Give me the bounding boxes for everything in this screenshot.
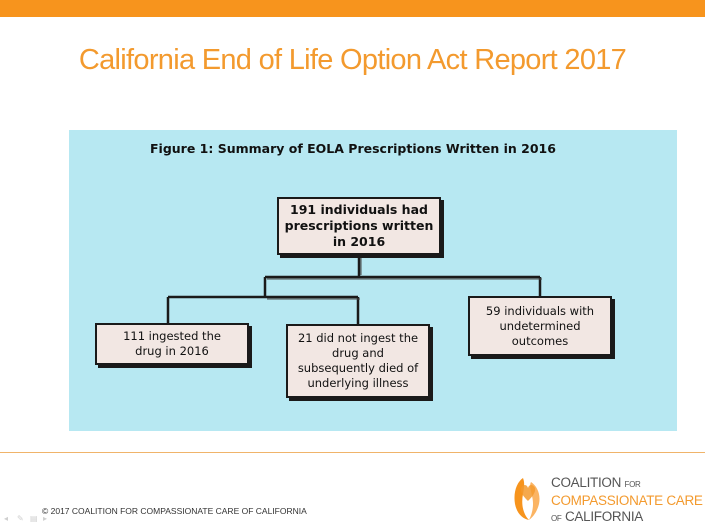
node-line: drug and (332, 346, 384, 360)
root-node-line: 191 individuals had (290, 202, 428, 217)
coalition-logo: COALITION FOR COMPASSIONATE CARE OF CALI… (509, 472, 703, 526)
tree-connectors (166, 255, 542, 324)
node-ingested: 111 ingested the drug in 2016 (95, 323, 249, 365)
node-line: outcomes (511, 333, 569, 348)
node-line: 111 ingested the (123, 329, 221, 343)
node-line: 59 individuals with (485, 303, 595, 318)
prev-icon[interactable]: ◂ (4, 514, 9, 523)
slide-controls: ◂ ✎ ▤ ▸ (4, 515, 51, 523)
root-node: 191 individuals had prescriptions writte… (277, 197, 441, 255)
node-line: subsequently died of (297, 361, 419, 375)
slide-title: California End of Life Option Act Report… (78, 44, 627, 76)
node-line: drug in 2016 (135, 344, 209, 358)
hands-heart-icon (514, 478, 540, 520)
node-line: 21 did not ingest the (297, 331, 419, 345)
node-undetermined: 59 individuals with undetermined outcome… (468, 296, 612, 356)
figure-caption: Figure 1: Summary of EOLA Prescriptions … (150, 141, 556, 156)
menu-icon[interactable]: ▤ (30, 514, 38, 523)
footer-divider (0, 452, 705, 453)
copyright-text: © 2017 COALITION FOR COMPASSIONATE CARE … (42, 506, 307, 516)
root-node-line: in 2016 (332, 234, 386, 249)
node-line: underlying illness (307, 376, 409, 390)
top-accent-bar (0, 0, 705, 17)
logo-wordmark: COALITION FOR COMPASSIONATE CARE OF CALI… (551, 475, 703, 524)
root-node-line: prescriptions written (284, 218, 434, 233)
next-icon[interactable]: ▸ (43, 514, 48, 523)
node-line: undetermined (499, 318, 581, 333)
node-did-not-ingest: 21 did not ingest the drug and subsequen… (286, 324, 430, 398)
pen-icon[interactable]: ✎ (17, 514, 24, 523)
figure-panel: Figure 1: Summary of EOLA Prescriptions … (69, 130, 677, 431)
